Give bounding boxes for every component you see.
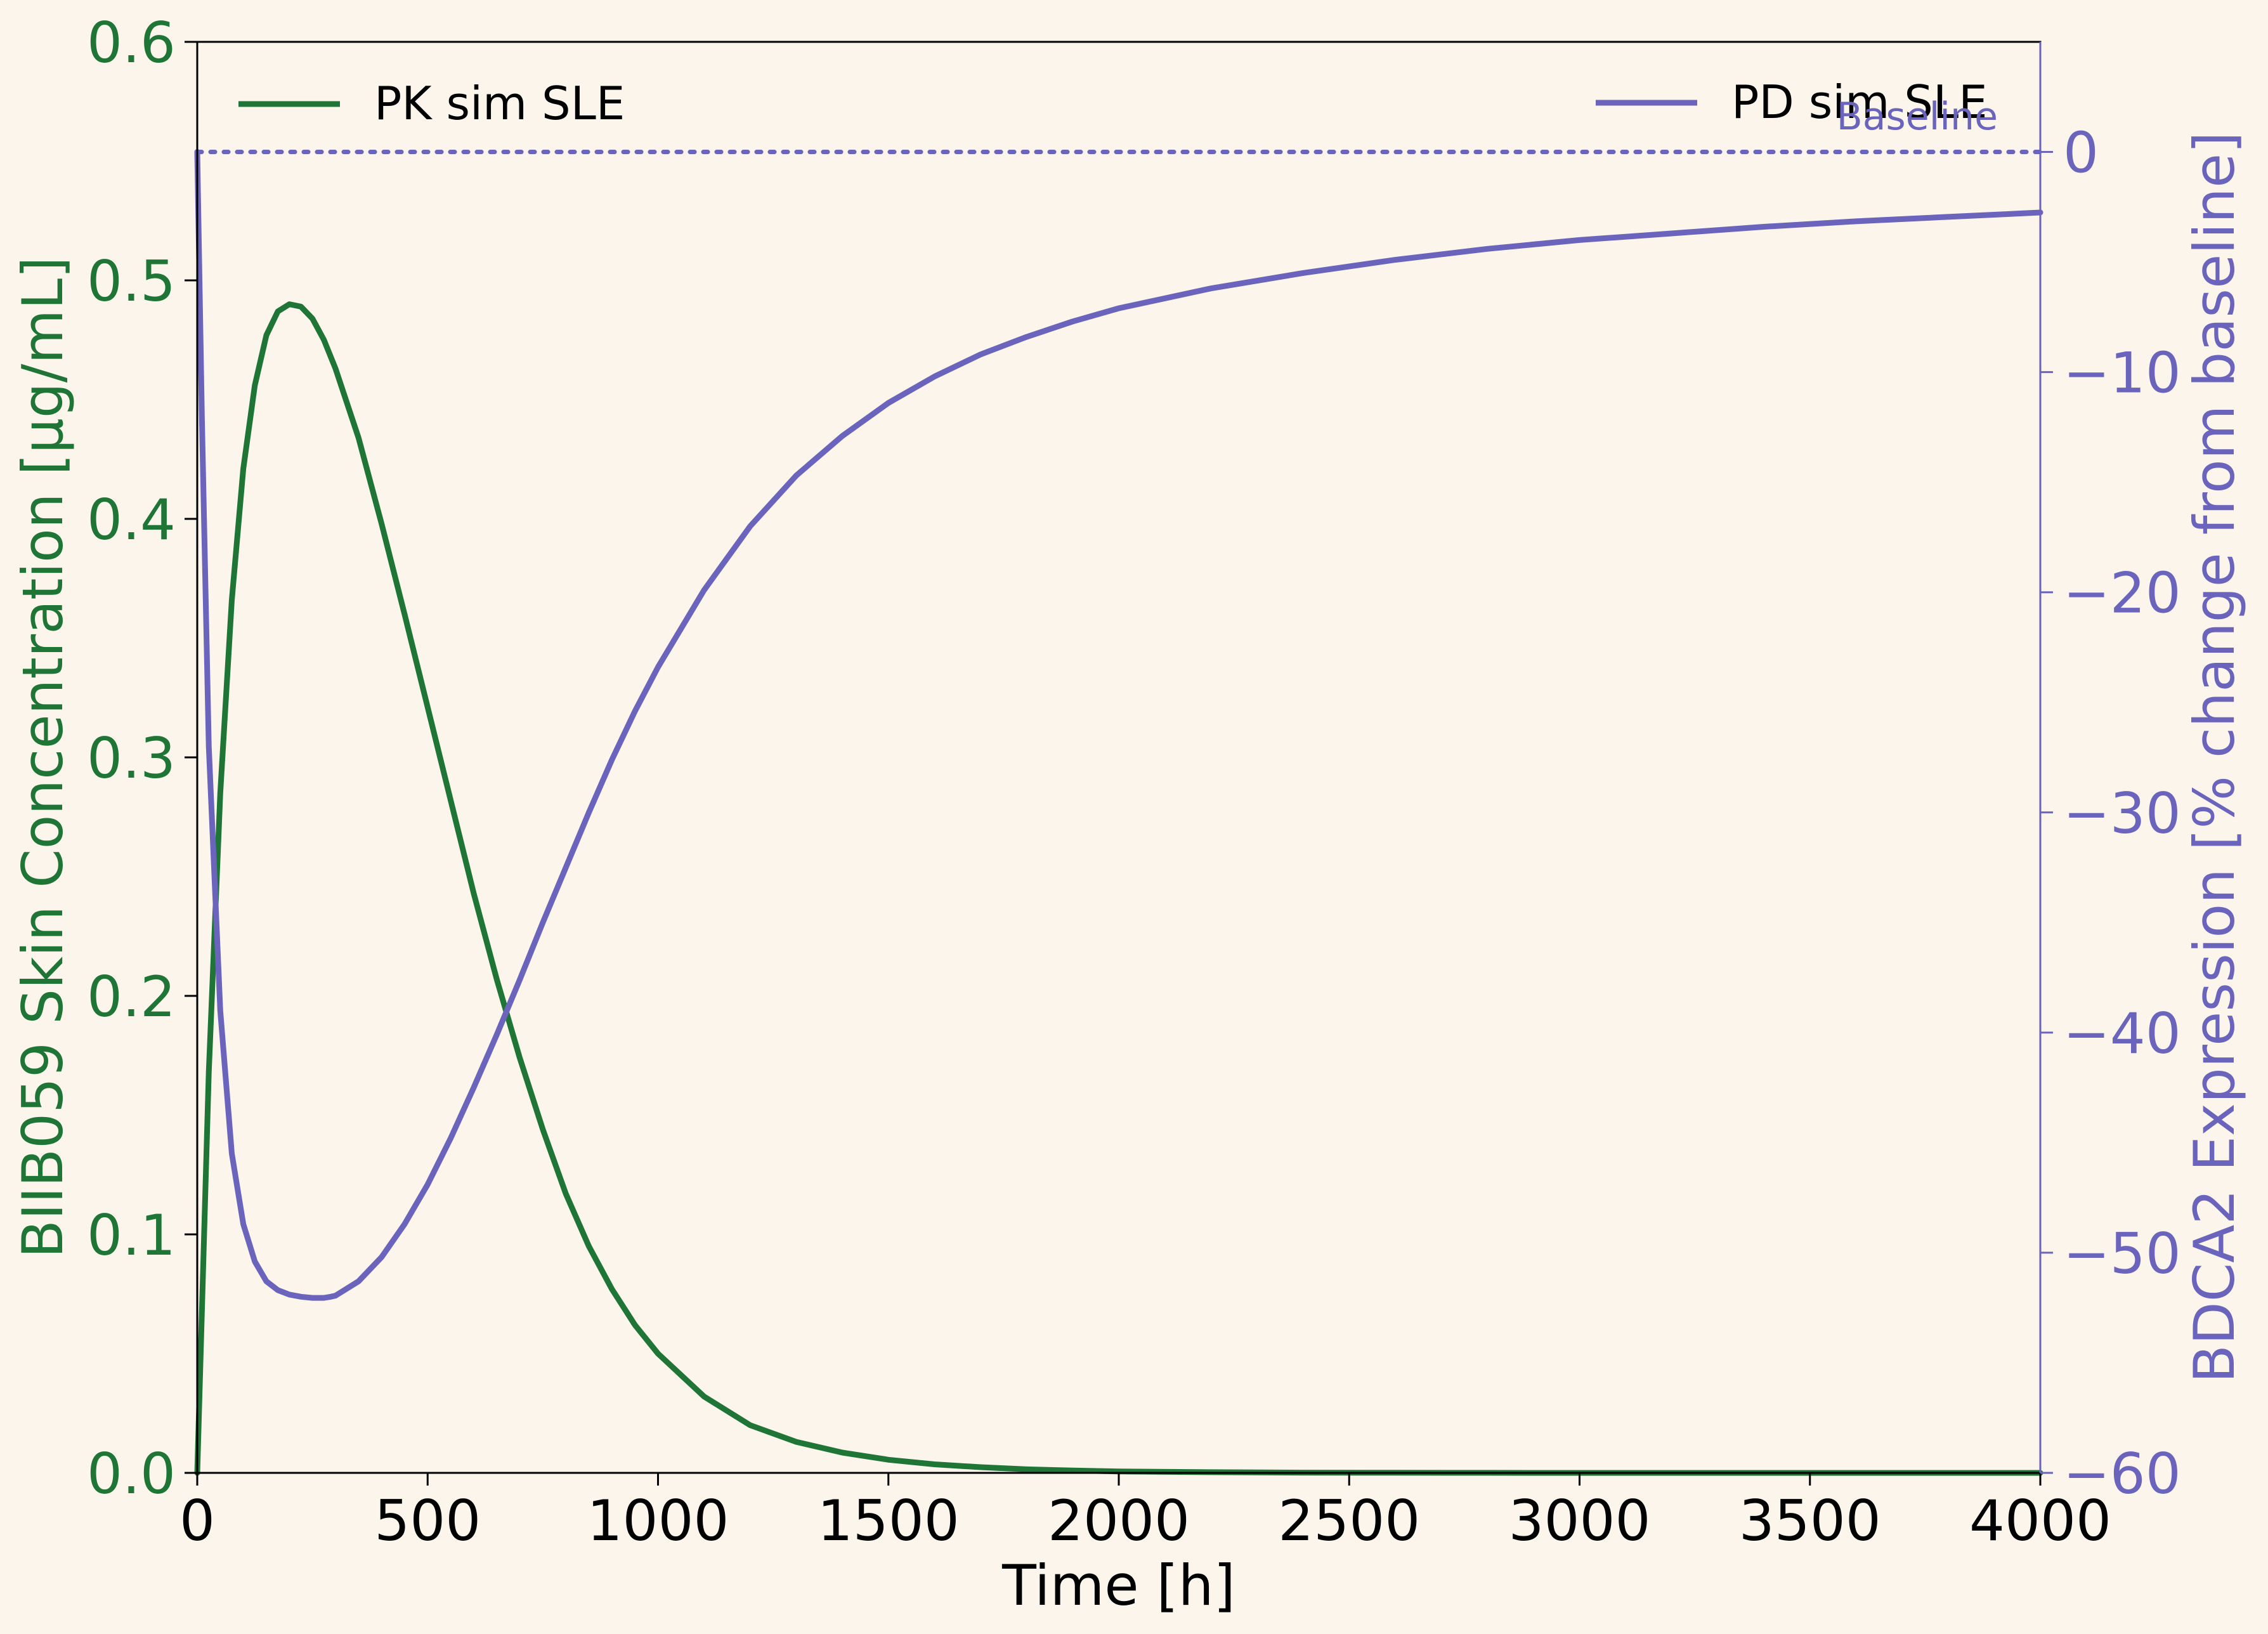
right-y-axis-label: BDCA2 Expression [% change from baseline… (2182, 132, 2247, 1383)
right-y-tick-label: −50 (2063, 1221, 2181, 1286)
x-tick-label: 1000 (587, 1488, 729, 1553)
legend-right: PD sim SLE (1596, 75, 1988, 129)
left-y-tick-label: 0.3 (87, 726, 176, 791)
right-y-tick-label: −10 (2063, 341, 2181, 406)
pd-series-line (194, 149, 2043, 1301)
baseline-annotation: Baseline (1837, 95, 1998, 139)
left-y-tick-label: 0.1 (87, 1203, 176, 1268)
left-y-tick-label: 0.0 (87, 1441, 176, 1507)
right-y-tick-label: 0 (2063, 121, 2099, 186)
plot-area (197, 42, 2040, 1473)
left-y-tick-label: 0.6 (87, 10, 176, 75)
right-y-tick-label: −20 (2063, 561, 2181, 626)
x-tick-label: 0 (179, 1488, 215, 1553)
x-tick-label: 3000 (1509, 1488, 1651, 1553)
pk-series-line (194, 301, 2043, 1476)
x-tick-label: 4000 (1969, 1488, 2111, 1553)
x-tick-label: 500 (374, 1488, 481, 1553)
x-tick-label: 1500 (818, 1488, 960, 1553)
left-y-tick-label: 0.2 (87, 964, 176, 1029)
right-y-tick-label: −40 (2063, 1001, 2181, 1066)
legend-left: PK sim SLE (238, 77, 625, 130)
x-axis-label: Time [h] (1001, 1553, 1235, 1618)
right-y-tick-label: −60 (2063, 1441, 2181, 1507)
legend-label-pk: PK sim SLE (374, 77, 625, 130)
left-y-tick-label: 0.5 (87, 249, 176, 314)
x-tick-label: 3500 (1739, 1488, 1881, 1553)
x-tick-label: 2000 (1048, 1488, 1190, 1553)
legend-label-pd: PD sim SLE (1731, 75, 1988, 129)
x-tick-label: 2500 (1278, 1488, 1420, 1553)
left-y-axis-label: BIIB059 Skin Concentration [µg/mL] (10, 256, 75, 1258)
right-y-tick-label: −30 (2063, 781, 2181, 846)
left-y-tick-label: 0.4 (87, 487, 176, 552)
